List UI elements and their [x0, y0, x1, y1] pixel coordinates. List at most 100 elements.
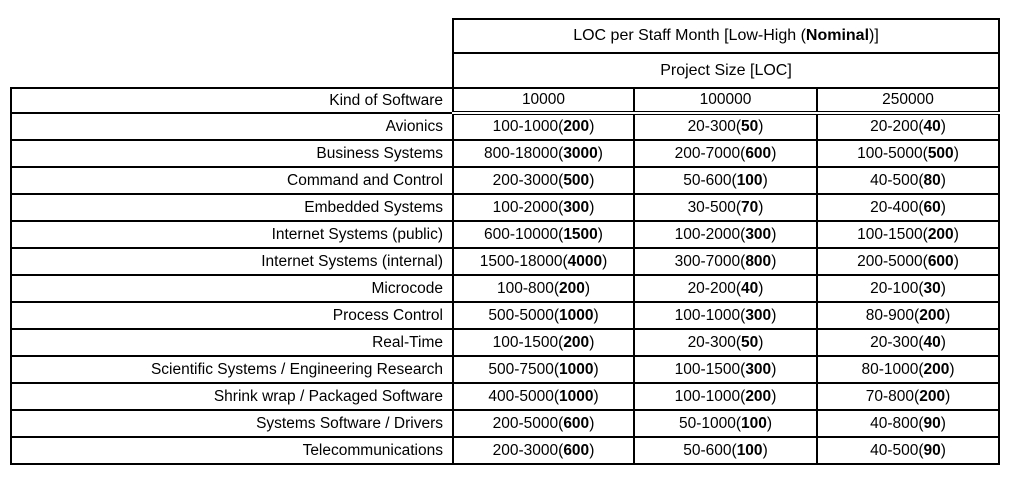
loc-value-cell: 40-500(80) — [815, 166, 1001, 195]
close-paren: ) — [589, 441, 595, 459]
close-paren: ) — [758, 198, 764, 216]
nominal-value: 600 — [927, 252, 954, 270]
close-paren: ) — [593, 306, 599, 324]
nominal-value: 300 — [745, 306, 772, 324]
nominal-value: 300 — [745, 360, 772, 378]
loc-value-cell: 100-800(200) — [452, 274, 635, 303]
range-text: 100-1000( — [674, 306, 746, 324]
subtitle-row: Project Size [LOC] — [11, 52, 1001, 89]
loc-value-cell: 20-300(50) — [633, 112, 818, 141]
close-paren: ) — [589, 333, 595, 351]
loc-value-cell: 50-600(100) — [633, 436, 818, 465]
loc-value-cell: 200-5000(600) — [452, 409, 635, 438]
loc-value-cell: 100-5000(500) — [815, 139, 1001, 168]
column-header-row: Kind of Software 10000 100000 250000 — [10, 87, 1001, 115]
close-paren: ) — [758, 279, 764, 297]
close-paren: ) — [940, 118, 946, 135]
loc-value-cell: 20-200(40) — [815, 112, 1001, 141]
nominal-value: 30 — [923, 279, 941, 297]
nominal-value: 200 — [919, 387, 946, 405]
range-text: 500-5000( — [488, 306, 559, 324]
range-text: 100-1500( — [492, 333, 564, 351]
nominal-value: 1000 — [559, 387, 594, 405]
nominal-value: 200 — [919, 306, 946, 324]
table-row: Real-Time 100-1500(200) 20-300(50) 20-300(4… — [10, 328, 1001, 357]
range-text: 50-600( — [683, 441, 737, 459]
close-paren: ) — [940, 279, 946, 297]
nominal-value: 40 — [923, 333, 941, 351]
nominal-value: 300 — [745, 225, 772, 243]
loc-value-cell: 100-1500(200) — [815, 220, 1001, 249]
table-body: Avionics 100-1000(200) 20-300(50) 20-200(40… — [10, 112, 1001, 465]
table-row: Microcode 100-800(200) 20-200(40) 20-100(30… — [10, 274, 1001, 303]
kind-of-software-cell: Internet Systems (internal) — [10, 247, 454, 276]
close-paren: ) — [589, 198, 595, 216]
close-paren: ) — [758, 333, 764, 351]
title-text-post: )] — [869, 27, 879, 44]
nominal-value: 800 — [745, 252, 772, 270]
close-paren: ) — [584, 279, 591, 297]
nominal-value: 600 — [563, 441, 590, 459]
table-row: Avionics 100-1000(200) 20-300(50) 20-200(40… — [10, 112, 1001, 141]
range-text: 40-500( — [870, 171, 924, 189]
nominal-value: 500 — [927, 144, 954, 162]
close-paren: ) — [771, 306, 777, 324]
close-paren: ) — [593, 360, 599, 378]
loc-value-cell: 40-500(90) — [815, 436, 1001, 465]
nominal-value: 100 — [741, 414, 767, 432]
close-paren: ) — [758, 118, 764, 135]
loc-value-cell: 20-400(60) — [815, 193, 1001, 222]
blank-corner — [11, 19, 453, 53]
nominal-value: 500 — [563, 171, 590, 189]
table-row: Telecommunications 200-3000(600) 50-600(10… — [10, 436, 1001, 465]
nominal-value: 60 — [923, 198, 941, 216]
close-paren: ) — [589, 414, 595, 432]
nominal-value: 200 — [923, 360, 950, 378]
loc-value-cell: 300-7000(800) — [633, 247, 818, 276]
loc-per-staff-month-table: LOC per Staff Month [Low-High (Nominal)]… — [10, 18, 1001, 465]
nominal-value: 100 — [736, 171, 763, 189]
range-text: 80-900( — [865, 306, 920, 324]
nominal-value: 80 — [923, 171, 941, 189]
range-text: 100-2000( — [674, 225, 746, 243]
loc-value-cell: 200-3000(600) — [452, 436, 635, 465]
nominal-value: 40 — [923, 118, 941, 135]
close-paren: ) — [953, 144, 959, 162]
close-paren: ) — [945, 306, 951, 324]
nominal-value: 40 — [741, 279, 759, 297]
table-row: Internet Systems (internal) 1500-18000(40… — [10, 247, 1001, 276]
close-paren: ) — [597, 225, 603, 243]
close-paren: ) — [771, 225, 777, 243]
range-text: 20-300( — [870, 333, 924, 351]
loc-value-cell: 20-200(40) — [633, 274, 818, 303]
nominal-value: 200 — [927, 225, 954, 243]
loc-value-cell: 100-2000(300) — [633, 220, 818, 249]
nominal-value: 200 — [559, 279, 585, 297]
nominal-value: 4000 — [567, 252, 603, 270]
table-row: Command and Control 200-3000(500) 50-600(1… — [10, 166, 1001, 195]
range-text: 100-800( — [496, 279, 559, 297]
project-size-header: Project Size [LOC] — [451, 52, 1001, 89]
close-paren: ) — [945, 387, 951, 405]
kind-of-software-cell: Shrink wrap / Packaged Software — [10, 382, 454, 411]
close-paren: ) — [953, 225, 959, 243]
nominal-value: 90 — [923, 441, 941, 459]
blank-corner — [11, 53, 453, 88]
close-paren: ) — [940, 171, 946, 189]
range-text: 100-2000( — [492, 198, 564, 216]
close-paren: ) — [602, 252, 608, 270]
kind-of-software-cell: Internet Systems (public) — [10, 220, 454, 249]
nominal-value: 200 — [745, 387, 772, 405]
range-text: 20-200( — [687, 279, 741, 297]
loc-value-cell: 40-800(90) — [815, 409, 1001, 438]
range-text: 80-1000( — [861, 360, 924, 378]
size-header-250000: 250000 — [815, 87, 1001, 115]
loc-value-cell: 100-1000(200) — [633, 382, 818, 411]
table-row: Shrink wrap / Packaged Software 400-5000(… — [10, 382, 1001, 411]
nominal-value: 1000 — [559, 306, 594, 324]
kind-of-software-cell: Systems Software / Drivers — [10, 409, 454, 438]
loc-value-cell: 100-2000(300) — [452, 193, 635, 222]
close-paren: ) — [771, 144, 777, 162]
title-row: LOC per Staff Month [Low-High (Nominal)] — [11, 18, 1001, 54]
